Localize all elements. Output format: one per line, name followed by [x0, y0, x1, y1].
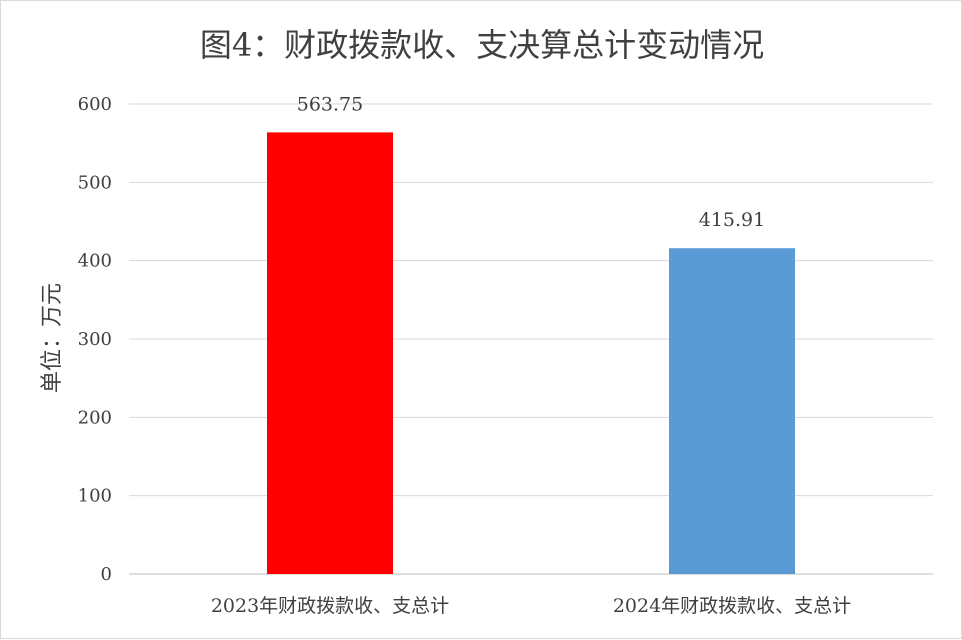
- category-label-2: 2024年财政拨款收、支总计: [613, 595, 851, 617]
- y-tick-label-0: 0: [101, 564, 112, 585]
- gridlines: [129, 103, 933, 575]
- category-label-1: 2023年财政拨款收、支总计: [211, 595, 449, 617]
- x-axis-categories: 2023年财政拨款收、支总计 2024年财政拨款收、支总计: [211, 595, 851, 617]
- bar-2: [669, 248, 795, 574]
- data-label-2: 415.91: [699, 209, 765, 231]
- bar-1: [267, 132, 393, 575]
- y-tick-label-400: 400: [78, 251, 112, 272]
- data-labels: 563.75 415.91: [297, 93, 765, 231]
- y-axis-ticks: 0 100 200 300 400 500 600: [78, 94, 112, 585]
- y-axis-title: 单位：万元: [40, 283, 65, 393]
- data-label-1: 563.75: [297, 93, 363, 115]
- y-tick-label-200: 200: [78, 407, 112, 428]
- chart-title: 图4：财政拨款收、支决算总计变动情况: [200, 26, 764, 64]
- bars: [267, 132, 795, 575]
- y-tick-label-600: 600: [78, 94, 112, 115]
- y-tick-label-500: 500: [78, 172, 112, 193]
- y-tick-label-300: 300: [78, 329, 112, 350]
- y-tick-label-100: 100: [78, 486, 112, 507]
